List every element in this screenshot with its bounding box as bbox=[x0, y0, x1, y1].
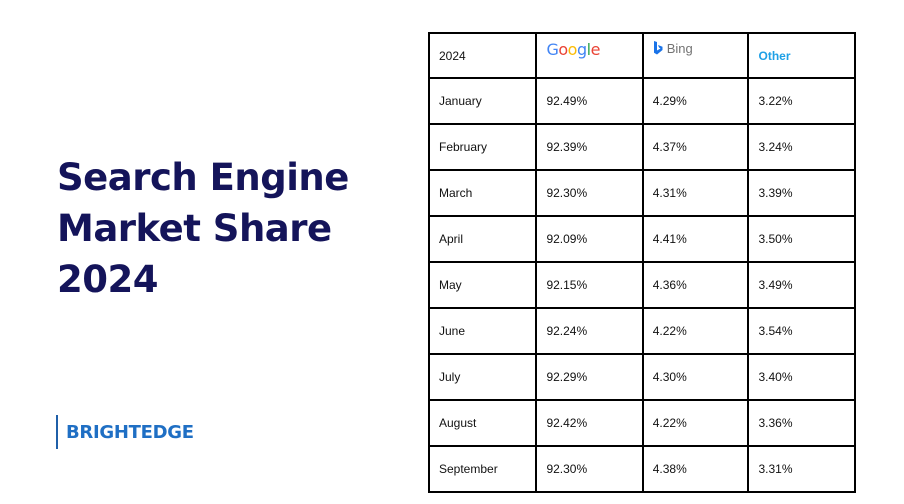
share-cell: 4.30% bbox=[641, 353, 750, 401]
table-row: April 92.09% 4.41% 3.50% bbox=[427, 215, 856, 263]
share-cell: 4.37% bbox=[641, 123, 750, 171]
title-line-2: Market Share bbox=[57, 207, 332, 250]
share-cell: 4.41% bbox=[641, 215, 750, 263]
month-cell: March bbox=[427, 169, 538, 217]
page-title: Search Engine Market Share 2024 bbox=[57, 152, 377, 305]
title-line-3: 2024 bbox=[57, 258, 158, 301]
header-google: Google bbox=[535, 32, 644, 79]
table-row: January 92.49% 4.29% 3.22% bbox=[427, 77, 856, 125]
share-cell: 92.30% bbox=[535, 169, 644, 217]
share-cell: 3.24% bbox=[747, 123, 856, 171]
logo-divider bbox=[56, 415, 58, 449]
share-cell: 4.22% bbox=[641, 399, 750, 447]
month-cell: May bbox=[427, 261, 538, 309]
table-row: July 92.29% 4.30% 3.40% bbox=[427, 353, 856, 401]
month-cell: February bbox=[427, 123, 538, 171]
table-row: March 92.30% 4.31% 3.39% bbox=[427, 169, 856, 217]
share-cell: 3.49% bbox=[747, 261, 856, 309]
share-cell: 92.24% bbox=[535, 307, 644, 355]
month-cell: June bbox=[427, 307, 538, 355]
share-cell: 92.39% bbox=[535, 123, 644, 171]
table-row: September 92.30% 4.38% 3.31% bbox=[427, 445, 856, 493]
month-cell: April bbox=[427, 215, 538, 263]
share-cell: 92.30% bbox=[535, 445, 644, 493]
share-cell: 3.31% bbox=[747, 445, 856, 493]
share-cell: 4.31% bbox=[641, 169, 750, 217]
google-logo-icon: Google bbox=[546, 40, 600, 59]
share-cell: 92.42% bbox=[535, 399, 644, 447]
table-row: May 92.15% 4.36% 3.49% bbox=[427, 261, 856, 309]
share-cell: 3.54% bbox=[747, 307, 856, 355]
brand-name: BRIGHTEDGE bbox=[66, 421, 194, 443]
month-cell: September bbox=[427, 445, 538, 493]
share-cell: 92.15% bbox=[535, 261, 644, 309]
share-cell: 3.50% bbox=[747, 215, 856, 263]
title-line-1: Search Engine bbox=[57, 156, 349, 199]
share-cell: 3.22% bbox=[747, 77, 856, 125]
share-cell: 3.40% bbox=[747, 353, 856, 401]
share-cell: 92.09% bbox=[535, 215, 644, 263]
month-cell: July bbox=[427, 353, 538, 401]
share-cell: 92.29% bbox=[535, 353, 644, 401]
table-row: June 92.24% 4.22% 3.54% bbox=[427, 307, 856, 355]
brightedge-logo: BRIGHTEDGE bbox=[56, 415, 194, 449]
share-cell: 4.22% bbox=[641, 307, 750, 355]
share-cell: 4.29% bbox=[641, 77, 750, 125]
header-other: Other bbox=[747, 32, 856, 79]
table-row: February 92.39% 4.37% 3.24% bbox=[427, 123, 856, 171]
header-bing: Bing bbox=[641, 32, 750, 79]
month-cell: January bbox=[427, 77, 538, 125]
market-share-table: 2024 Google Bing Other January 92.49% 4.29… bbox=[427, 32, 856, 493]
share-cell: 4.38% bbox=[641, 445, 750, 493]
month-cell: August bbox=[427, 399, 538, 447]
bing-logo-icon: Bing bbox=[653, 41, 693, 56]
share-cell: 92.49% bbox=[535, 77, 644, 125]
header-year: 2024 bbox=[427, 32, 538, 79]
share-cell: 4.36% bbox=[641, 261, 750, 309]
share-cell: 3.36% bbox=[747, 399, 856, 447]
table-header-row: 2024 Google Bing Other bbox=[427, 32, 856, 79]
share-cell: 3.39% bbox=[747, 169, 856, 217]
table-row: August 92.42% 4.22% 3.36% bbox=[427, 399, 856, 447]
